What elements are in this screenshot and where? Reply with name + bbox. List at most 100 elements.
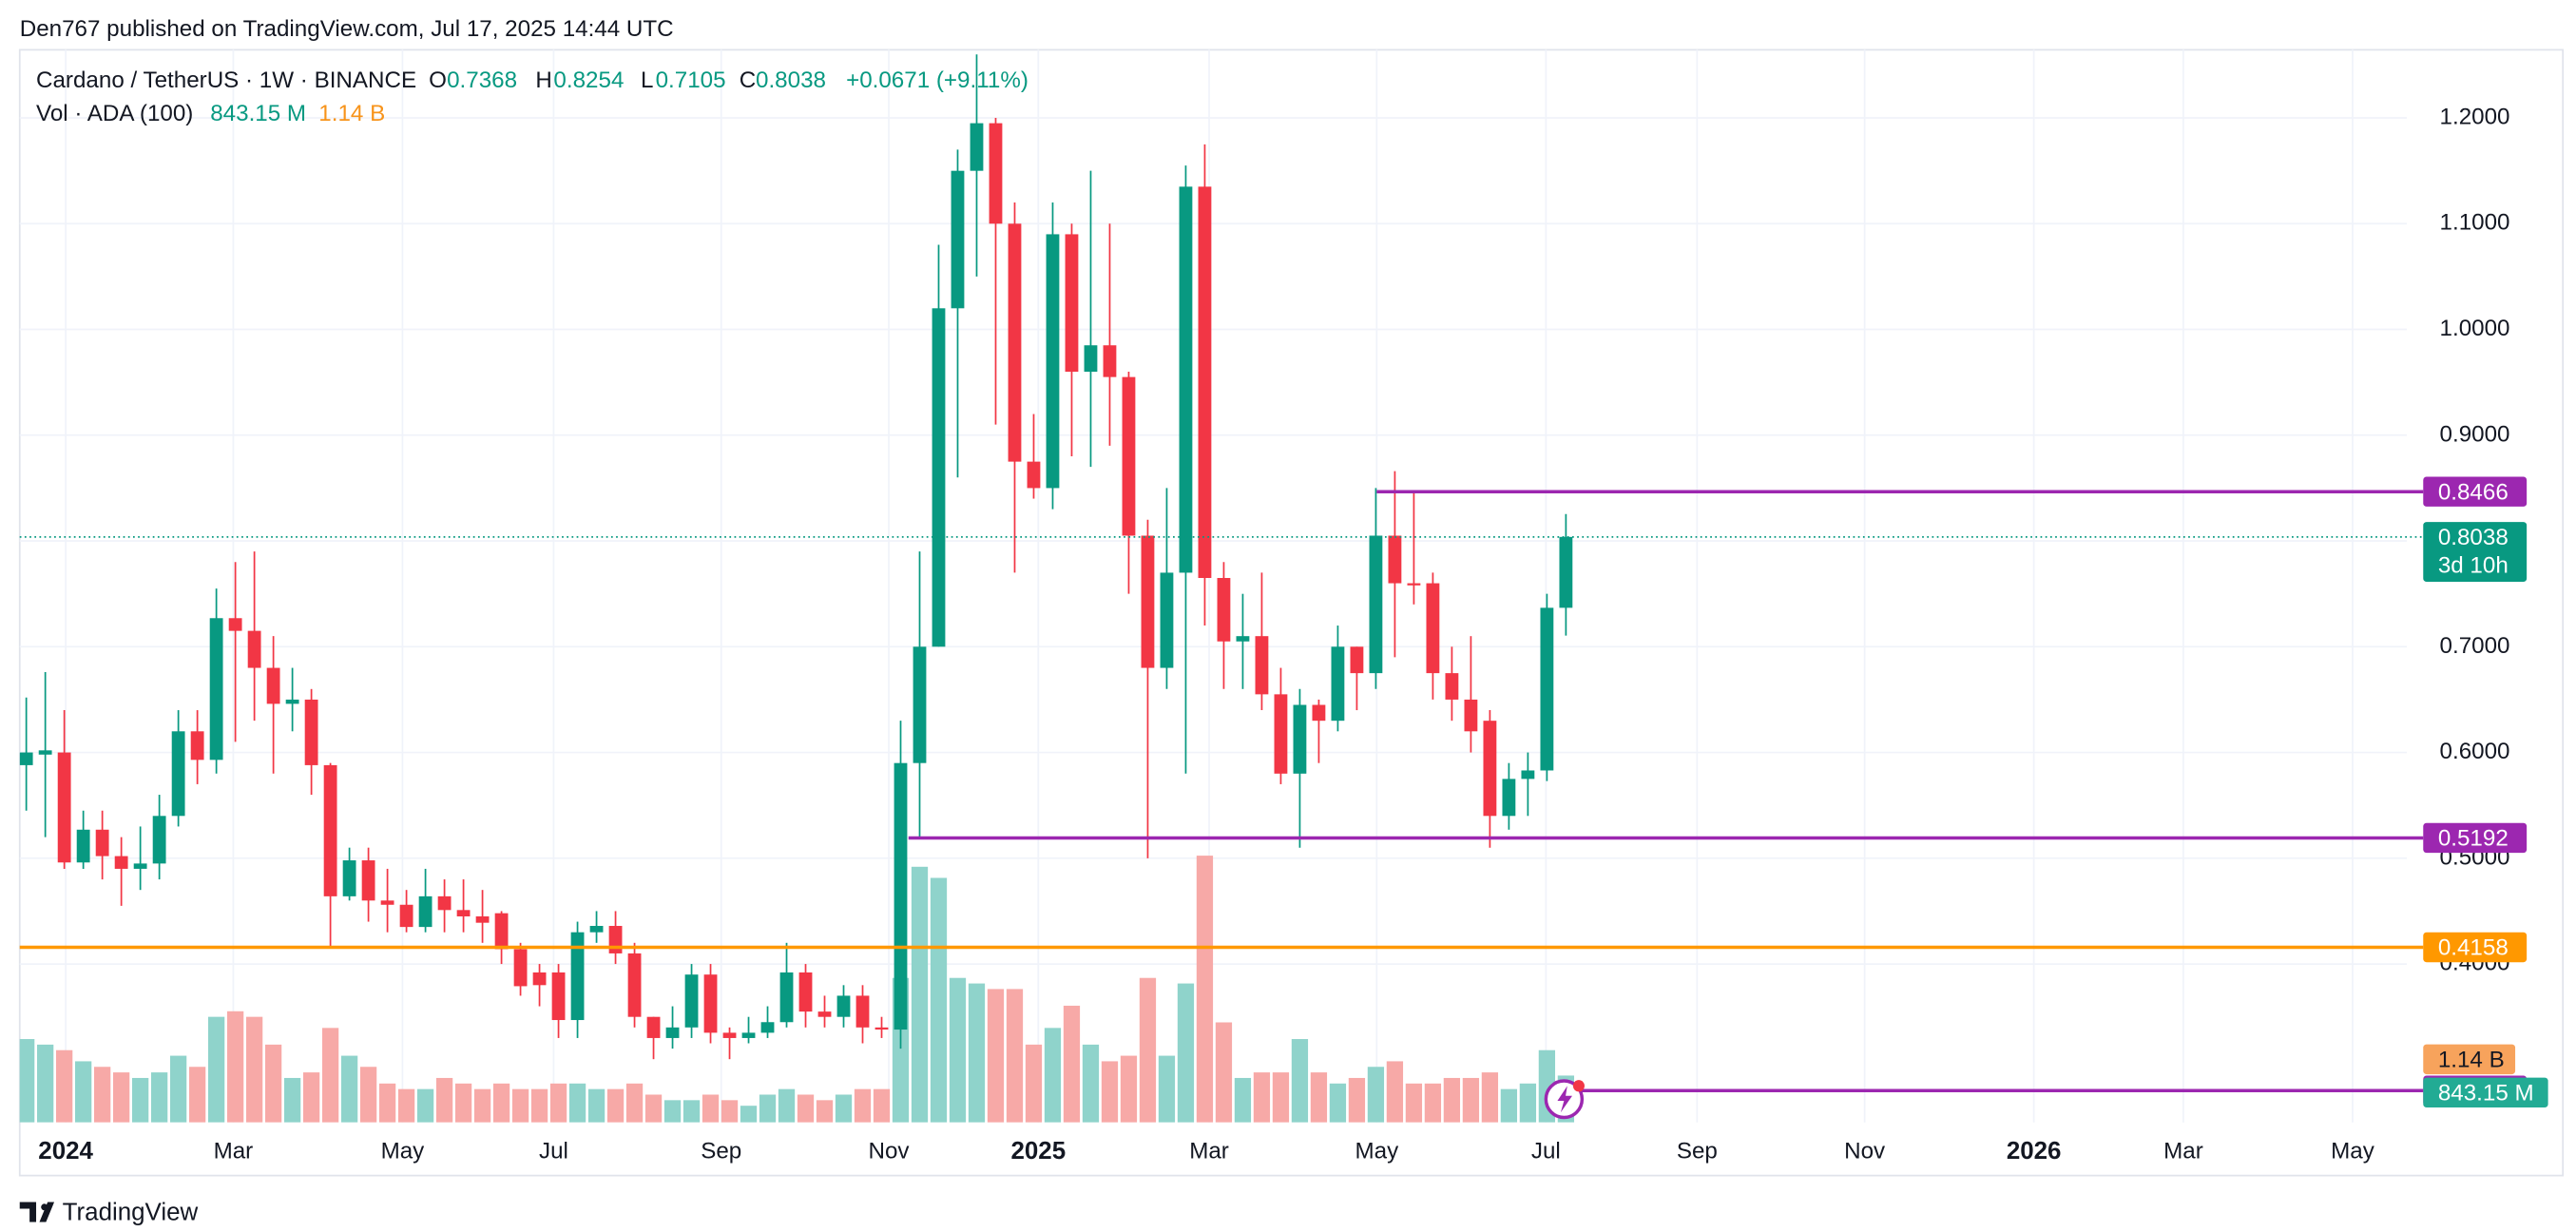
candle-body <box>1426 583 1440 674</box>
candle-body <box>951 170 965 309</box>
candle-body <box>1027 461 1041 489</box>
volume-bar <box>1006 989 1024 1123</box>
candle-body <box>913 646 927 763</box>
candle-body <box>703 974 718 1033</box>
candle-body <box>304 699 318 765</box>
x-tick-label: 2024 <box>38 1136 93 1165</box>
candle-body <box>361 860 375 901</box>
volume-bar <box>56 1049 73 1123</box>
volume-bar <box>302 1072 320 1123</box>
candle-body <box>1521 770 1535 780</box>
volume-bar <box>435 1077 453 1123</box>
vol-value: 843.15 M <box>210 101 306 126</box>
candle-body <box>228 618 242 631</box>
volume-bar <box>75 1061 92 1123</box>
candle-body <box>285 699 299 704</box>
volume-bar <box>549 1083 567 1123</box>
l-label: L <box>641 67 653 93</box>
vol-ma-tag <box>2423 1044 2516 1075</box>
volume-bar <box>1481 1072 1499 1123</box>
y-tick-label: 1.0000 <box>2440 316 2510 341</box>
volume-bar <box>283 1077 301 1123</box>
candle-body <box>855 995 870 1028</box>
countdown: 3d 10h <box>2438 553 2509 579</box>
candle-body <box>171 731 185 817</box>
volume-bar <box>987 989 1005 1123</box>
candle-body <box>1008 223 1022 462</box>
volume-bar <box>625 1083 644 1123</box>
y-tick-label: 1.1000 <box>2440 210 2510 236</box>
volume-bar <box>131 1077 149 1123</box>
brand-name: TradingView <box>63 1198 199 1226</box>
candle-body <box>875 1027 889 1030</box>
alert-icon[interactable] <box>1544 1079 1585 1120</box>
volume-bar <box>530 1088 548 1123</box>
volume-bar <box>1120 1055 1138 1123</box>
candle-body <box>1046 234 1060 489</box>
candle-body <box>970 123 984 171</box>
candle-body <box>76 829 90 863</box>
level-tag-label: 0.4158 <box>2438 935 2509 961</box>
volume-bar <box>816 1100 834 1123</box>
candle-body <box>665 1027 680 1038</box>
candle-body <box>19 752 33 765</box>
volume-bar <box>416 1088 434 1123</box>
candle-body <box>38 750 52 755</box>
volume-bar <box>1386 1061 1404 1123</box>
symbol: Cardano / TetherUS · 1W · BINANCE <box>36 67 416 93</box>
volume-bar <box>188 1067 206 1123</box>
y-tick-label: 0.9000 <box>2440 421 2510 447</box>
volume-bar <box>207 1016 225 1123</box>
candle-body <box>1369 535 1383 674</box>
volume-bar <box>321 1028 339 1123</box>
candle-body <box>989 123 1003 224</box>
volume-bar <box>511 1088 529 1123</box>
candle-body <box>1198 186 1212 578</box>
volume-bar <box>1215 1022 1233 1123</box>
candle-body <box>1122 376 1136 536</box>
candle-body <box>456 910 471 917</box>
candle-body <box>798 972 813 1012</box>
o-label: O <box>429 67 447 93</box>
candle-body <box>1483 721 1497 817</box>
volume-bar <box>1272 1072 1290 1123</box>
candle-body <box>247 630 261 668</box>
volume-bar <box>1139 977 1157 1123</box>
volume-bar <box>1462 1077 1480 1123</box>
candle-body <box>722 1032 737 1038</box>
candle-body <box>684 974 699 1028</box>
x-tick-label: Sep <box>1677 1139 1718 1165</box>
volume-bar <box>1196 856 1214 1123</box>
volume-bar <box>150 1072 168 1123</box>
candle-body <box>1103 345 1117 377</box>
candle-body <box>551 972 566 1021</box>
x-tick-label: Mar <box>2163 1139 2203 1165</box>
candle-body <box>57 752 71 863</box>
time-axis: 2024 Mar May Jul Sep Nov 2025 Mar May Jul Sep Nov 20… <box>38 1136 2374 1165</box>
candle-body <box>894 762 908 1030</box>
x-tick-label: Jul <box>1531 1139 1561 1165</box>
volume-pane <box>19 856 1575 1123</box>
volume-bar <box>454 1083 472 1123</box>
vol-ma: 1.14 B <box>318 101 385 126</box>
candle-body <box>1445 673 1459 700</box>
candle-body <box>1559 536 1573 608</box>
candle-body <box>1388 535 1402 584</box>
candle-body <box>494 913 509 950</box>
volume-bar <box>1424 1083 1442 1123</box>
volume-bar <box>854 1088 872 1123</box>
h-value: 0.8254 <box>553 67 624 93</box>
candle-body <box>95 829 109 857</box>
candle-body <box>1141 535 1155 668</box>
volume-bar <box>1405 1083 1423 1123</box>
candle-body <box>1179 186 1193 573</box>
volume-bar <box>473 1088 491 1123</box>
volume-bar <box>968 983 986 1123</box>
volume-bar <box>1234 1077 1252 1123</box>
volume-bar <box>359 1067 377 1123</box>
y-tick-label: 1.2000 <box>2440 104 2510 129</box>
candle-body <box>1293 704 1307 774</box>
x-tick-label: Nov <box>1844 1139 1886 1165</box>
volume-bar <box>169 1055 187 1123</box>
